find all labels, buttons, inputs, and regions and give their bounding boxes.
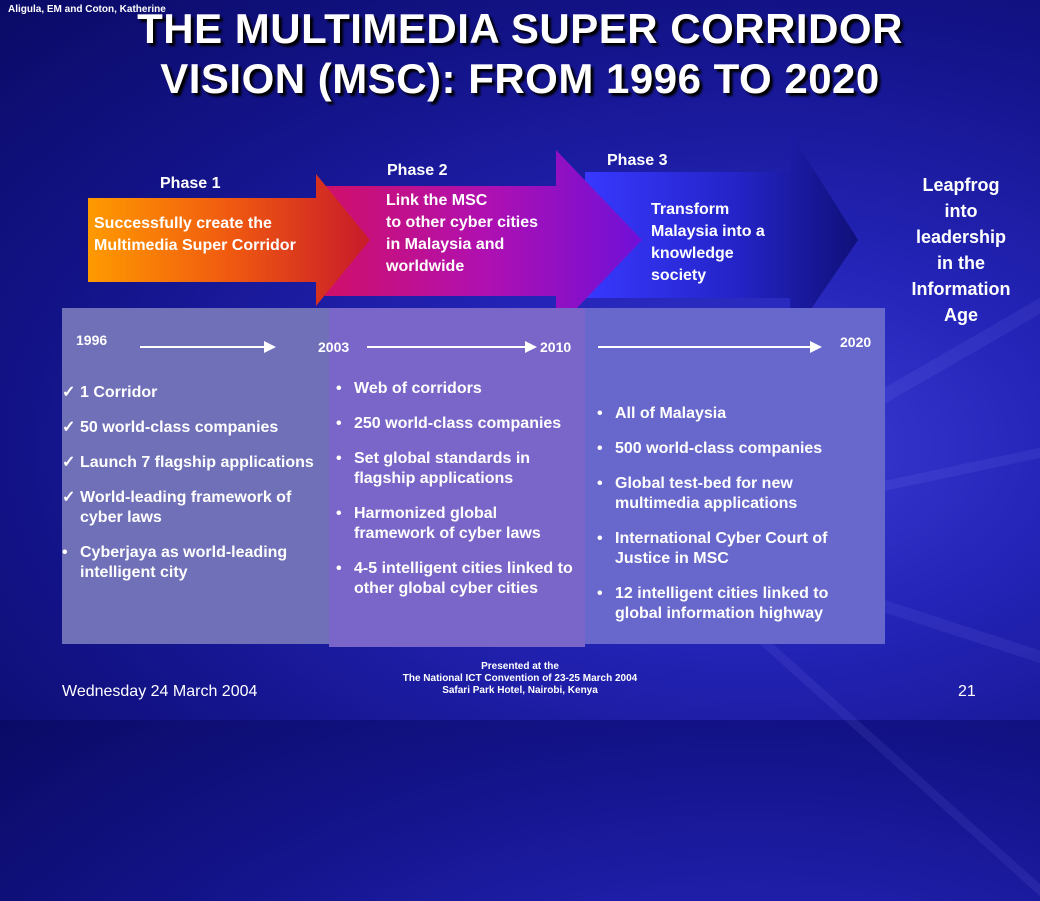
list-item: • 250 world-class companies [336,414,580,434]
timeline-arrow [598,341,822,353]
author-credit: Aligula, EM and Coton, Katherine [8,4,166,15]
phase-1-label: Phase 1 [160,175,221,192]
check-icon: ✓ [62,454,76,471]
list-item-text: 1 Corridor [80,384,158,401]
list-item: • Cyberjaya as world-leading intelligent … [62,543,324,583]
phase-2-text-line: to other cyber cities [386,214,539,231]
presentation-credit-line: The National ICT Convention of 23-25 Mar… [402,673,638,684]
year-1996: 1996 [76,332,108,348]
bullet-icon: • [336,450,342,467]
footer-date: Wednesday 24 March 2004 [62,683,258,700]
leapfrog-line: leadership [915,227,1007,247]
phase-3-text-line: knowledge [651,245,734,262]
title-line-1: THE MULTIMEDIA SUPER CORRIDOR [137,5,903,52]
phase-2-panel [329,308,585,647]
list-item-text: International Cyber Court of Justice in … [615,530,828,567]
list-item: • 500 world-class companies [597,439,879,459]
bullet-icon: • [336,505,342,522]
presentation-credit: Presented at the The National ICT Conven… [360,661,680,697]
bullet-icon: • [336,560,342,577]
check-icon: ✓ [62,419,76,436]
list-item: • 12 intelligent cities linked to global … [597,584,879,624]
phase-2-description: Link the MSC to other cyber cities in Ma… [386,190,538,278]
leapfrog-line: Information [911,279,1011,299]
phase-2-label: Phase 2 [387,162,448,179]
phase-arrows [88,132,858,340]
leapfrog-line: Age [943,305,978,325]
list-item: ✓ 1 Corridor [62,383,324,403]
bullet-icon: • [597,405,603,422]
phase-2-goals-list: • Web of corridors • 250 world-class compa… [336,379,580,614]
bullet-icon: • [336,380,342,397]
list-item-text: 250 world-class companies [354,415,562,432]
check-icon: ✓ [62,489,76,506]
phase-1-panel [62,308,330,644]
year-2003: 2003 [318,339,350,355]
list-item: • Web of corridors [336,379,580,399]
list-item: • All of Malaysia [597,404,879,424]
list-item: ✓ 50 world-class companies [62,418,324,438]
timeline-arrow [367,341,537,353]
list-item-text: Cyberjaya as world-leading intelligent c… [80,544,288,581]
leapfrog-line: into [944,201,978,221]
bullet-icon: • [597,530,603,547]
presentation-credit-line: Presented at the [481,661,559,672]
phase-1-arrow [88,174,370,306]
list-item-text: 4-5 intelligent cities linked to other g… [354,560,573,597]
phase-3-panel [585,308,885,644]
bullet-icon: • [336,415,342,432]
phase-3-label: Phase 3 [607,152,668,169]
list-item-text: Web of corridors [354,380,482,397]
presentation-credit-line: Safari Park Hotel, Nairobi, Kenya [442,685,598,696]
timeline-arrow [140,341,276,353]
phase-2-arrow [325,150,642,330]
list-item-text: All of Malaysia [615,405,727,422]
phase-3-goals-list: • All of Malaysia • 500 world-class compan… [597,404,879,639]
leapfrog-goal: Leapfrog into leadership in the Informat… [895,172,1027,328]
list-item: • 4-5 intelligent cities linked to other … [336,559,580,599]
leapfrog-line: Leapfrog [922,175,1000,195]
year-2010: 2010 [540,339,572,355]
list-item: • International Cyber Court of Justice in… [597,529,879,569]
phase-2-text-line: worldwide [386,258,465,275]
list-item: • Set global standards in flagship applic… [336,449,580,489]
phase-3-text-line: Malaysia into a [651,223,765,240]
slide-title: THE MULTIMEDIA SUPER CORRIDOR VISION (MS… [0,4,1040,104]
list-item-text: Global test-bed for new multimedia appli… [615,475,798,512]
bullet-icon: • [597,440,603,457]
list-item: • Harmonized global framework of cyber la… [336,504,580,544]
page-number: 21 [958,683,976,700]
phase-2-text-line: Link the MSC [386,192,488,209]
phase-3-description: Transform Malaysia into a knowledge soci… [651,199,765,287]
phase-1-text-line: Multimedia Super Corridor [94,237,296,254]
phase-2-text-line: in Malaysia and [386,236,505,253]
list-item: ✓ Launch 7 flagship applications [62,453,324,473]
bullet-icon: • [597,475,603,492]
phase-1-text-line: Successfully create the [94,215,272,232]
list-item-text: 50 world-class companies [80,419,279,436]
phase-1-goals-list: ✓ 1 Corridor ✓ 50 world-class companies ✓ L… [62,383,324,598]
year-2020: 2020 [840,334,872,350]
check-icon: ✓ [62,384,76,401]
leapfrog-line: in the [937,253,985,273]
list-item: • Global test-bed for new multimedia appl… [597,474,879,514]
list-item-text: 500 world-class companies [615,440,823,457]
bullet-icon: • [597,585,603,602]
list-item-text: Launch 7 flagship applications [80,454,314,471]
bullet-icon: • [62,544,68,561]
list-item-text: Harmonized global framework of cyber law… [354,505,541,542]
title-line-2: VISION (MSC): FROM 1996 TO 2020 [160,55,880,102]
list-item-text: World-leading framework of cyber laws [80,489,292,526]
list-item: ✓ World-leading framework of cyber laws [62,488,324,528]
phase-1-description: Successfully create the Multimedia Super… [94,213,296,257]
phase-3-text-line: society [651,267,707,284]
list-item-text: 12 intelligent cities linked to global i… [615,585,829,622]
list-item-text: Set global standards in flagship applica… [354,450,531,487]
phase-3-arrow [585,132,858,340]
phase-3-text-line: Transform [651,201,730,218]
